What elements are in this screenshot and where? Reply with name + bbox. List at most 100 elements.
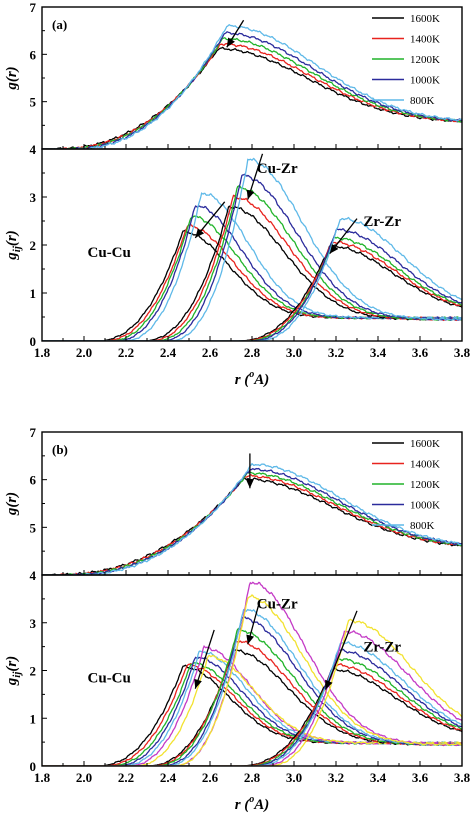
y-axis-title-top: g(r) xyxy=(4,66,20,90)
legend-label-1000K: 1000K xyxy=(410,500,440,512)
y-tick-label-boundary: 4 xyxy=(30,568,37,583)
top-plot-frame xyxy=(41,6,463,150)
x-tick-label: 2.8 xyxy=(244,345,261,360)
y-tick-label-bottom: 2 xyxy=(30,664,37,679)
top-arrow-head xyxy=(226,37,235,48)
legend-label-800K: 800K xyxy=(410,520,435,532)
pair-annotation: Zr-Zr xyxy=(363,214,401,230)
legend-label-1200K: 1200K xyxy=(410,54,440,66)
x-tick-label: 3.6 xyxy=(412,345,429,360)
legend: 1600K 1400K 1200K 1000K 800K xyxy=(372,438,440,532)
bottom-arrow-0-head xyxy=(194,678,202,689)
x-tick-label: 1.8 xyxy=(34,770,51,785)
bottom-arrow-0-shaft xyxy=(194,629,215,689)
legend-label-1400K: 1400K xyxy=(410,34,440,46)
partial-rdf-line-CuCu-1200K xyxy=(42,215,462,341)
y-axis-title-bottom: gij(r) xyxy=(4,230,23,260)
partial-rdf-line-CuZr-600K xyxy=(42,581,462,766)
partial-rdf-line-CuZr-1400K xyxy=(42,194,462,341)
bottom-arrow-1-head xyxy=(246,189,255,200)
pair-annotation: Cu-Cu xyxy=(88,245,131,261)
x-tick-label: 3.0 xyxy=(286,770,302,785)
partial-rdf-line-CuCu-600K xyxy=(42,645,462,766)
total-rdf-line-800K xyxy=(42,24,462,149)
legend: 1600K 1400K 1200K 1000K 800K xyxy=(372,13,440,107)
x-tick-label: 3.8 xyxy=(454,345,471,360)
total-rdf-line-800K xyxy=(42,462,462,575)
x-tick-label: 3.4 xyxy=(370,345,387,360)
pair-annotation: Cu-Zr xyxy=(257,596,298,612)
x-axis-title: r (oA) xyxy=(235,794,270,813)
legend-label-1400K: 1400K xyxy=(410,459,440,471)
x-tick-label: 3.4 xyxy=(370,770,387,785)
partial-rdf-line-CuZr-800K xyxy=(42,157,462,341)
x-tick-label: 3.8 xyxy=(454,770,471,785)
y-tick-label-top: 5 xyxy=(30,520,37,535)
x-tick-label: 2.2 xyxy=(118,770,134,785)
x-tick-label: 2.4 xyxy=(160,770,177,785)
bottom-arrow-1-head xyxy=(246,634,255,645)
partial-rdf-line-CuZr-1200K xyxy=(42,627,462,766)
x-axis-title: r (oA) xyxy=(235,369,270,388)
bottom-arrow-2-shaft xyxy=(324,610,358,690)
y-tick-label-top: 7 xyxy=(30,425,37,440)
x-tick-label: 2.2 xyxy=(118,345,134,360)
x-tick-label: 2.6 xyxy=(202,770,219,785)
y-tick-label-bottom: 0 xyxy=(30,334,37,349)
y-tick-label-boundary: 4 xyxy=(30,142,37,157)
y-tick-label-bottom: 3 xyxy=(30,190,37,205)
partial-rdf-series-group xyxy=(42,581,462,766)
total-rdf-series-group xyxy=(42,462,462,575)
partial-rdf-line-CuCu-1400K xyxy=(42,223,462,341)
partial-rdf-line-ZrZr-800K xyxy=(42,216,462,341)
y-axis-title-bottom: gij(r) xyxy=(4,656,23,686)
y-tick-label-bottom: 3 xyxy=(30,616,37,631)
bottom-arrow-2-head xyxy=(329,244,339,254)
x-tick-label: 2.0 xyxy=(76,345,92,360)
y-tick-label-top: 6 xyxy=(30,473,37,488)
bottom-arrow-0-head xyxy=(195,228,205,238)
x-tick-label: 2.6 xyxy=(202,345,219,360)
y-tick-label-bottom: 1 xyxy=(30,711,37,726)
legend-label-1000K: 1000K xyxy=(410,75,440,87)
total-rdf-line-1600K xyxy=(42,46,462,149)
partial-rdf-line-ZrZr-400K xyxy=(42,618,462,766)
x-tick-label: 3.2 xyxy=(328,345,344,360)
total-rdf-line-1000K xyxy=(42,31,462,149)
partial-rdf-line-ZrZr-600K xyxy=(42,630,462,766)
y-tick-label-bottom: 2 xyxy=(30,238,37,253)
partial-rdf-line-CuZr-1000K xyxy=(42,616,462,766)
legend-label-800K: 800K xyxy=(410,95,435,107)
panel-b: 1.8 2.0 2.2 2.4 2.6 2.8 3.0 3.2 3.4 3.6 3.85674012… xyxy=(4,425,471,813)
pair-annotation: Cu-Zr xyxy=(257,161,298,177)
y-tick-label-top: 6 xyxy=(30,47,37,62)
panel-a: 1.8 2.0 2.2 2.4 2.6 2.8 3.0 3.2 3.4 3.6 3.85674012… xyxy=(4,0,471,388)
x-tick-label: 3.0 xyxy=(286,345,302,360)
x-tick-label: 3.6 xyxy=(412,770,429,785)
y-axis-title-top: g(r) xyxy=(4,492,20,516)
legend-label-1200K: 1200K xyxy=(410,479,440,491)
partial-rdf-line-CuZr-1200K xyxy=(42,184,462,341)
x-tick-label: 2.8 xyxy=(244,770,261,785)
partial-rdf-line-ZrZr-800K xyxy=(42,641,462,766)
y-tick-label-top: 7 xyxy=(30,0,37,15)
x-tick-label: 3.2 xyxy=(328,770,344,785)
partial-rdf-line-CuZr-400K xyxy=(42,594,462,766)
y-tick-label-bottom: 0 xyxy=(30,759,37,774)
total-rdf-line-1200K xyxy=(42,471,462,575)
top-arrow-head xyxy=(245,479,254,489)
x-tick-label: 2.0 xyxy=(76,770,92,785)
pair-annotation: Zr-Zr xyxy=(363,639,401,655)
partial-rdf-line-CuZr-1000K xyxy=(42,173,462,341)
x-tick-label: 1.8 xyxy=(34,345,51,360)
panel-label: (a) xyxy=(52,17,67,32)
top-plot-frame xyxy=(41,431,463,576)
total-rdf-series-group xyxy=(42,24,462,149)
x-tick-label: 2.4 xyxy=(160,345,177,360)
pair-annotation: Cu-Cu xyxy=(88,670,131,686)
legend-label-1600K: 1600K xyxy=(410,13,440,25)
total-rdf-line-1200K xyxy=(42,37,462,149)
y-tick-label-bottom: 1 xyxy=(30,286,37,301)
bottom-arrow-2-head xyxy=(325,679,333,690)
